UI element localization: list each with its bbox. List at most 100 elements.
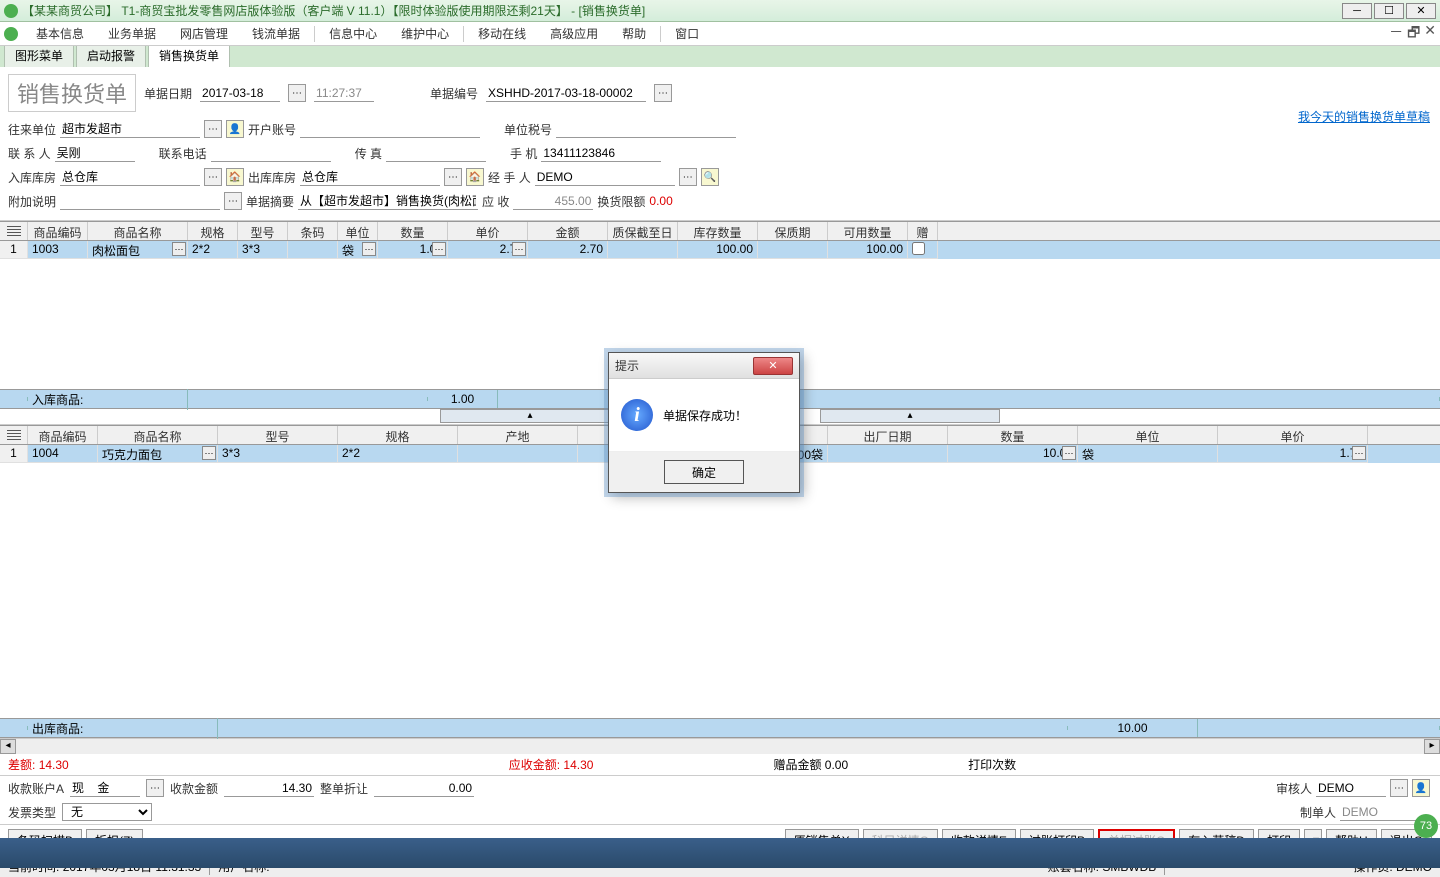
cell-model[interactable]: 3*3	[218, 445, 338, 463]
contact-input[interactable]	[55, 144, 135, 162]
menu-window[interactable]: 窗口	[663, 22, 711, 45]
handler-input[interactable]	[535, 168, 675, 186]
menu-basic[interactable]: 基本信息	[24, 22, 96, 45]
col-barcode[interactable]: 条码	[288, 222, 338, 240]
tab-exchange[interactable]: 销售换货单	[148, 43, 230, 67]
col-price[interactable]: 单价	[1218, 426, 1368, 444]
in-wh-lookup-button[interactable]: ⋯	[204, 168, 222, 186]
col-spec[interactable]: 规格	[338, 426, 458, 444]
close-button[interactable]: ✕	[1406, 3, 1436, 19]
bank-input[interactable]	[300, 120, 480, 138]
acct-input[interactable]	[70, 779, 140, 797]
cell-lookup-button[interactable]: ⋯	[1352, 446, 1366, 460]
cell-stock[interactable]: 100.00	[678, 241, 758, 259]
grid-menu-icon[interactable]	[7, 430, 21, 440]
col-origin[interactable]: 产地	[458, 426, 578, 444]
col-shelf[interactable]: 保质期	[758, 222, 828, 240]
col-qty[interactable]: 数量	[948, 426, 1078, 444]
tab-graphic-menu[interactable]: 图形菜单	[4, 43, 74, 67]
auditor-lookup-button[interactable]: ⋯	[1390, 779, 1408, 797]
col-expire[interactable]: 质保截至日	[608, 222, 678, 240]
customer-input[interactable]	[60, 120, 200, 138]
out-wh-lookup-button[interactable]: ⋯	[444, 168, 462, 186]
col-amt[interactable]: 金额	[528, 222, 608, 240]
menu-shop[interactable]: 网店管理	[168, 22, 240, 45]
auditor-select-icon[interactable]: 👤	[1412, 779, 1430, 797]
discount-input[interactable]	[374, 779, 474, 797]
recv-amt-input[interactable]	[224, 779, 314, 797]
menu-adv[interactable]: 高级应用	[538, 22, 610, 45]
cell-name[interactable]: 巧克力面包⋯	[98, 445, 218, 463]
cell-expire[interactable]	[608, 241, 678, 259]
date-input[interactable]	[200, 84, 280, 102]
cell-spec[interactable]: 2*2	[188, 241, 238, 259]
taxno-input[interactable]	[556, 120, 736, 138]
col-gift[interactable]: 赠品	[908, 222, 938, 240]
col-code[interactable]: 商品编码	[28, 426, 98, 444]
table-row[interactable]: 1 1003 肉松面包⋯ 2*2 3*3 袋⋯ 1.00⋯ 2.70⋯ 2.70…	[0, 241, 1440, 259]
tab-alarm[interactable]: 启动报警	[76, 43, 146, 67]
cell-lookup-button[interactable]: ⋯	[172, 242, 186, 256]
cell-lookup-button[interactable]: ⋯	[202, 446, 216, 460]
menu-maint[interactable]: 维护中心	[389, 22, 461, 45]
dialog-ok-button[interactable]: 确定	[664, 460, 744, 484]
cell-qty[interactable]: 1.00⋯	[378, 241, 448, 259]
col-unit[interactable]: 单位	[1078, 426, 1218, 444]
menu-business[interactable]: 业务单据	[96, 22, 168, 45]
cell-unit[interactable]: 袋	[1078, 445, 1218, 463]
cell-unit[interactable]: 袋⋯	[338, 241, 378, 259]
col-name[interactable]: 商品名称	[88, 222, 188, 240]
docno-input[interactable]	[486, 84, 646, 102]
col-code[interactable]: 商品编码	[28, 222, 88, 240]
summary-input[interactable]	[298, 192, 478, 210]
customer-select-icon[interactable]: 👤	[226, 120, 244, 138]
col-unit[interactable]: 单位	[338, 222, 378, 240]
gift-checkbox[interactable]	[912, 242, 925, 255]
cell-origin[interactable]	[458, 445, 578, 463]
cell-outdate[interactable]	[828, 445, 948, 463]
docno-lookup-button[interactable]: ⋯	[654, 84, 672, 102]
cell-qty[interactable]: 10.00⋯	[948, 445, 1078, 463]
menu-info[interactable]: 信息中心	[317, 22, 389, 45]
nav-up-button[interactable]: ▴	[440, 409, 620, 423]
col-outdate[interactable]: 出厂日期	[828, 426, 948, 444]
col-spec[interactable]: 规格	[188, 222, 238, 240]
menu-help[interactable]: 帮助	[610, 22, 658, 45]
notification-badge[interactable]: 73	[1414, 814, 1438, 838]
scroll-right-button[interactable]: ▸	[1424, 739, 1440, 754]
handler-select-icon[interactable]: 🔍	[701, 168, 719, 186]
cell-lookup-button[interactable]: ⋯	[512, 242, 526, 256]
out-wh-select-icon[interactable]: 🏠	[466, 168, 484, 186]
nav-up-button2[interactable]: ▴	[820, 409, 1000, 423]
mobile-input[interactable]	[541, 144, 661, 162]
note-input[interactable]	[60, 192, 220, 210]
customer-lookup-button[interactable]: ⋯	[204, 120, 222, 138]
col-model[interactable]: 型号	[218, 426, 338, 444]
cell-code[interactable]: 1004	[28, 445, 98, 463]
col-qty[interactable]: 数量	[378, 222, 448, 240]
cell-avail[interactable]: 100.00	[828, 241, 908, 259]
doc-restore-icon[interactable]: 🗗	[1407, 22, 1420, 46]
cell-lookup-button[interactable]: ⋯	[1062, 446, 1076, 460]
fax-input[interactable]	[386, 144, 486, 162]
col-price[interactable]: 单价	[448, 222, 528, 240]
scroll-left-button[interactable]: ◂	[0, 739, 16, 754]
date-lookup-button[interactable]: ⋯	[288, 84, 306, 102]
minimize-button[interactable]: ─	[1342, 3, 1372, 19]
grid-menu-icon[interactable]	[7, 226, 21, 236]
col-name[interactable]: 商品名称	[98, 426, 218, 444]
doc-minimize-icon[interactable]: －	[1389, 22, 1403, 46]
in-wh-select-icon[interactable]: 🏠	[226, 168, 244, 186]
cell-shelf[interactable]	[758, 241, 828, 259]
cell-spec[interactable]: 2*2	[338, 445, 458, 463]
invoice-select[interactable]: 无	[62, 803, 152, 821]
cell-name[interactable]: 肉松面包⋯	[88, 241, 188, 259]
col-avail[interactable]: 可用数量	[828, 222, 908, 240]
cell-code[interactable]: 1003	[28, 241, 88, 259]
cell-model[interactable]: 3*3	[238, 241, 288, 259]
maximize-button[interactable]: ☐	[1374, 3, 1404, 19]
col-stock[interactable]: 库存数量	[678, 222, 758, 240]
handler-lookup-button[interactable]: ⋯	[679, 168, 697, 186]
cell-price[interactable]: 1.70⋯	[1218, 445, 1368, 463]
acct-lookup-button[interactable]: ⋯	[146, 779, 164, 797]
